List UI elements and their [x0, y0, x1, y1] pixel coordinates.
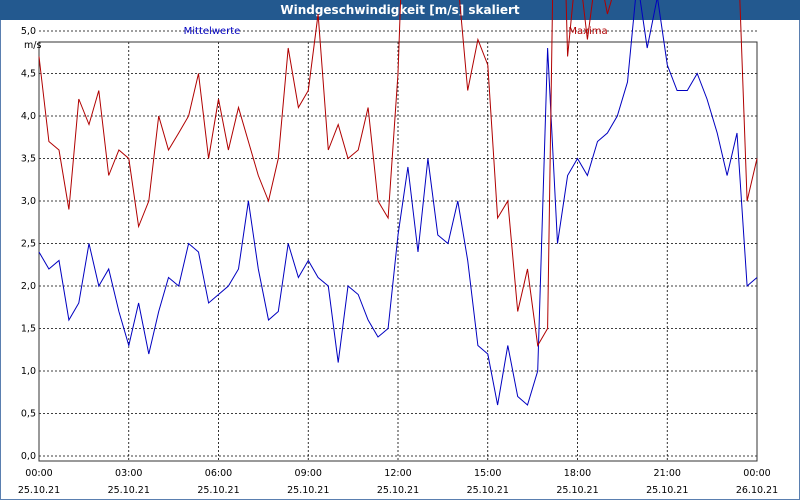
- x-tick-time: 15:00: [474, 468, 501, 479]
- x-tick-date: 25.10.21: [287, 485, 329, 496]
- x-tick-date: 25.10.21: [18, 485, 60, 496]
- plot-frame: [38, 41, 758, 462]
- x-tick-date: 25.10.21: [646, 485, 688, 496]
- y-tick-label: 3,0: [21, 196, 36, 207]
- series-line-mittelwerte: [38, 0, 758, 406]
- y-tick-label: 4,0: [21, 111, 36, 122]
- x-tick-date: 25.10.21: [108, 485, 150, 496]
- x-tick-time: 00:00: [25, 468, 52, 479]
- y-tick-label: 3,5: [21, 154, 36, 165]
- x-tick-date: 26.10.21: [736, 485, 778, 496]
- legend-mittelwerte: Mittelwerte: [184, 26, 241, 37]
- x-tick-date: 25.10.21: [467, 485, 509, 496]
- x-tick-time: 00:00: [743, 468, 770, 479]
- y-tick-label: 0,0: [21, 451, 36, 462]
- y-tick-label: 5,0: [21, 26, 36, 37]
- x-tick-time: 18:00: [564, 468, 591, 479]
- x-tick-date: 25.10.21: [556, 485, 598, 496]
- y-tick-label: 1,5: [21, 324, 36, 335]
- x-ticks: 00:00 25.10.21 03:00 25.10.21 06:00 25.10.21 0…: [18, 468, 778, 496]
- grid-lines: [39, 30, 757, 461]
- x-tick-time: 09:00: [295, 468, 322, 479]
- y-axis-label: m/s: [24, 40, 41, 51]
- x-tick-date: 25.10.21: [197, 485, 239, 496]
- x-tick-time: 12:00: [384, 468, 411, 479]
- y-ticks: 0,00,51,01,52,02,53,03,54,04,55,05,56,06…: [21, 26, 36, 462]
- series-line-maxima: [38, 0, 758, 348]
- series-lines: [38, 0, 758, 406]
- x-tick-time: 21:00: [654, 468, 681, 479]
- y-tick-label: 1,0: [21, 366, 36, 377]
- y-tick-label: 4,5: [21, 69, 36, 80]
- x-tick-date: 25.10.21: [377, 485, 419, 496]
- y-tick-label: 0,5: [21, 409, 36, 420]
- x-tick-time: 03:00: [115, 468, 142, 479]
- y-tick-label: 2,5: [21, 239, 36, 250]
- x-tick-time: 06:00: [205, 468, 232, 479]
- y-tick-label: 2,0: [21, 281, 36, 292]
